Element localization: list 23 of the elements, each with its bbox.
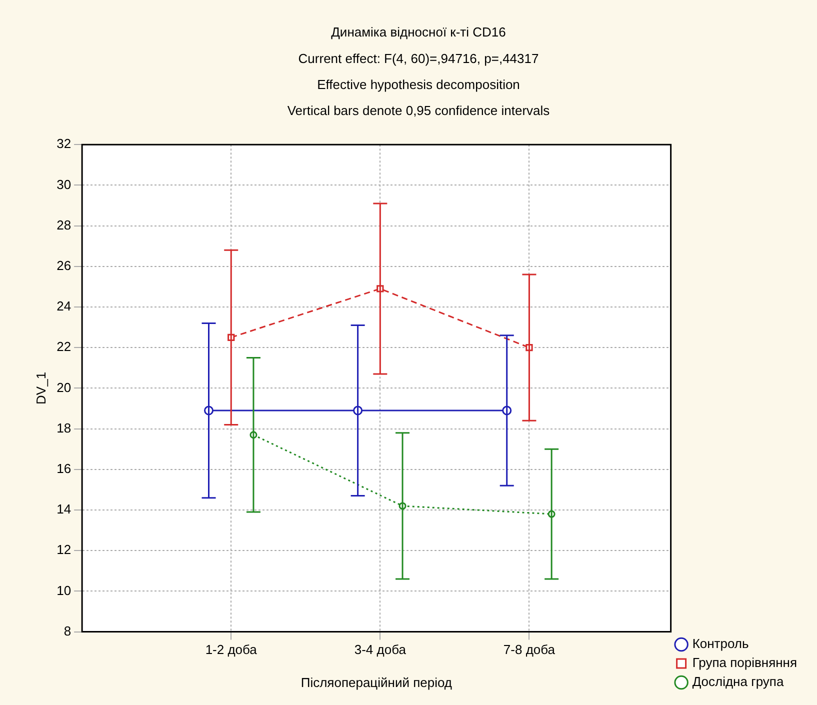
y-tick-label: 18 — [56, 420, 72, 436]
y-tick-label: 10 — [56, 582, 72, 598]
y-tick-label: 24 — [56, 298, 72, 314]
y-tick-label: 20 — [56, 380, 72, 395]
legend-label: Дослідна група — [692, 674, 784, 690]
y-tick-label: 26 — [56, 258, 72, 273]
y-axis-title: DV_1 — [33, 372, 48, 404]
x-axis-title: Післяопераційний період — [300, 674, 452, 690]
legend-label: Група порівняння — [692, 655, 797, 670]
legend-label: Контроль — [692, 636, 750, 652]
y-tick-label: 22 — [56, 339, 72, 354]
y-tick-label: 28 — [56, 217, 72, 232]
y-tick-label: 8 — [64, 623, 72, 638]
y-tick-label: 32 — [56, 136, 72, 152]
chart-title: Динаміка відносної к-ті CD16 — [331, 24, 506, 40]
y-tick-label: 14 — [56, 502, 72, 517]
y-tick-label: 30 — [56, 176, 72, 192]
y-tick-label: 12 — [56, 542, 72, 558]
y-tick-label: 16 — [56, 460, 72, 476]
chart-subtitle: Current effect: F(4, 60)=,94716, p=,44317 Effective hypothesis decomposition Vertical bars denote 0,95 confidence intervals — [287, 51, 550, 118]
x-tick-label: 1-2 доба — [205, 642, 258, 658]
x-tick-label: 3-4 доба — [354, 642, 407, 658]
x-tick-label: 7-8 доба — [503, 642, 556, 658]
